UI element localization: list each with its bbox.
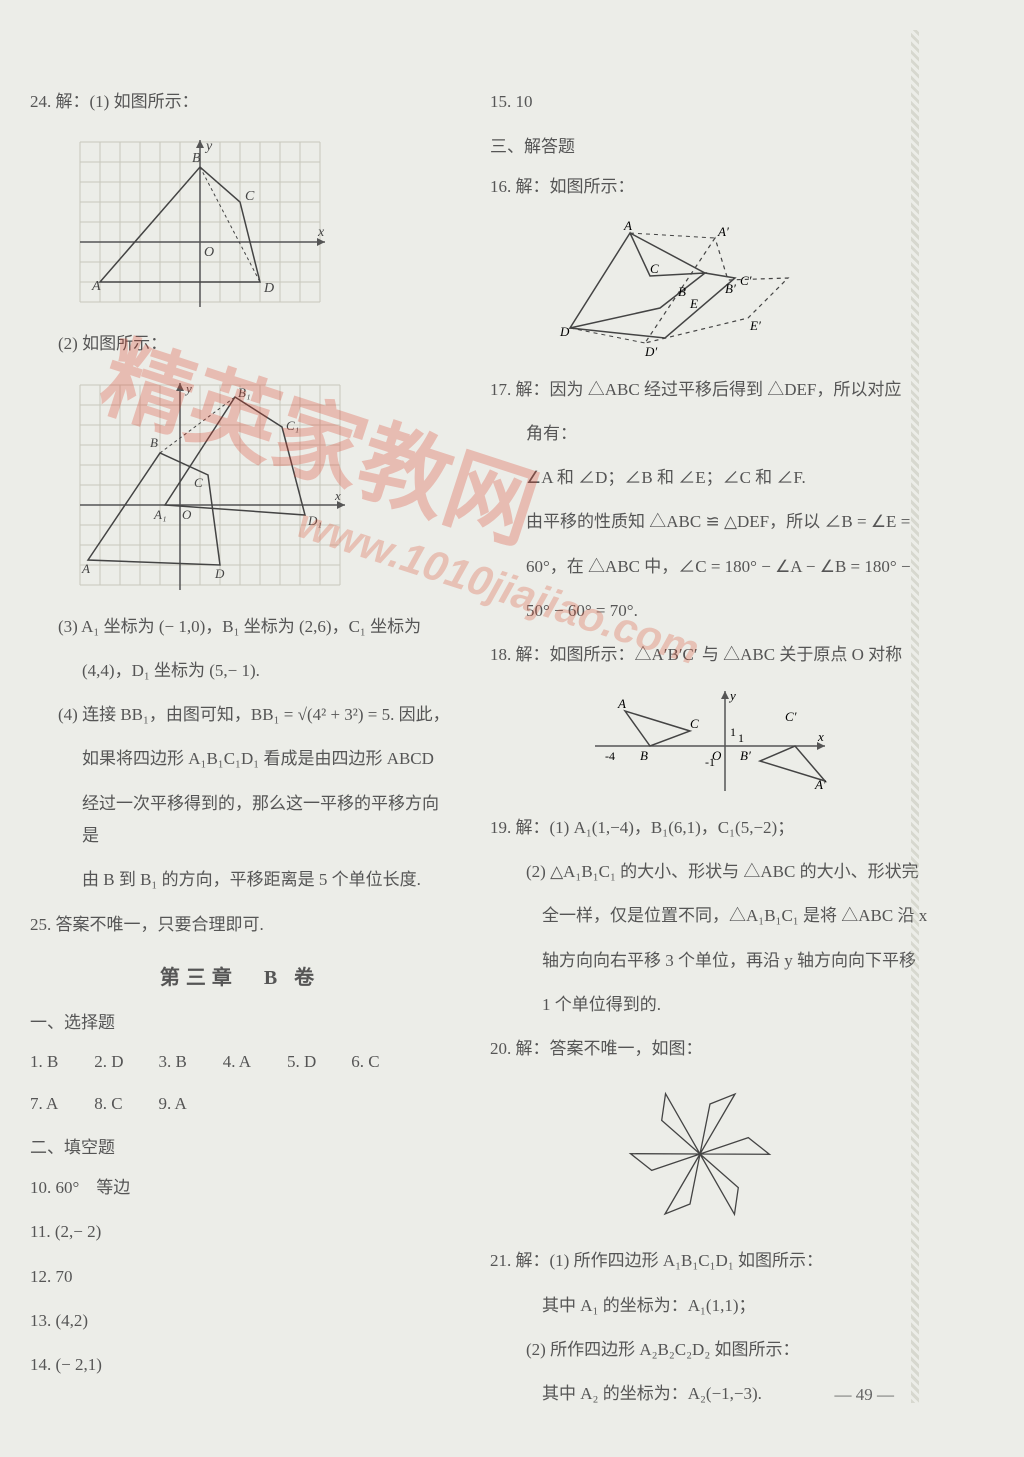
figure-18: A B C A′ B′ C′ O -4 1 1 -1 x y [590,686,930,796]
q19e: 1 个单位得到的. [490,989,930,1021]
q20: 20. 解：答案不唯一，如图： [490,1033,930,1065]
svg-text:E′: E′ [749,318,761,333]
q24-3a: (3) A₁ 坐标为 (− 1,0)，B₁ 坐标为 (2,6)，C₁ 坐标为 [30,611,450,643]
q19a: 19. 解：(1) A₁(1,−4)，B₁(6,1)，C₁(5,−2)； [490,812,930,844]
q24-4a: (4) 连接 BB₁，由图可知，BB₁ = √(4² + 3²) = 5. 因此… [30,699,450,731]
section-2-title: 二、填空题 [30,1133,450,1158]
svg-text:x: x [334,488,341,503]
svg-text:A′: A′ [717,224,729,239]
mc-7: 7. A [30,1087,90,1121]
figure-20 [620,1079,930,1229]
svg-text:C: C [245,189,255,204]
section-1-title: 一、选择题 [30,1008,450,1033]
svg-text:A: A [81,561,90,576]
svg-text:y: y [728,688,736,703]
svg-text:C: C [690,716,699,731]
mc-1: 1. B [30,1045,90,1079]
svg-text:C₁: C₁ [286,418,299,433]
chapter-title: 第三章 B 卷 [30,961,450,990]
fill-10: 10. 60° 等边 [30,1172,450,1204]
mc-5: 5. D [287,1045,347,1079]
q17b: 角有： [490,418,930,450]
svg-text:-1: -1 [705,755,715,769]
svg-text:1: 1 [730,725,736,739]
svg-text:B′: B′ [740,748,751,763]
q17f: 50° − 60° = 70°. [490,595,930,627]
svg-text:D₁: D₁ [307,513,322,528]
svg-text:O: O [204,245,214,260]
q24-4c: 经过一次平移得到的，那么这一平移的平移方向是 [30,788,450,853]
fill-11: 11. (2,− 2) [30,1216,450,1248]
mc-8: 8. C [94,1087,154,1121]
svg-text:y: y [204,139,213,154]
mc-row-2: 7. A 8. C 9. A [30,1087,450,1121]
page-content: 24. 解：(1) 如图所示： A B C D [0,0,1024,1457]
q24-4b: 如果将四边形 A₁B₁C₁D₁ 看成是由四边形 ABCD [30,743,450,775]
q16: 16. 解：如图所示： [490,171,930,203]
q17c: ∠A 和 ∠D；∠B 和 ∠E；∠C 和 ∠F. [490,462,930,494]
svg-text:A₁: A₁ [153,507,166,522]
figure-16: A A′ C B C′ D E D′ E′ B′ [550,218,930,358]
fill-14: 14. (− 2,1) [30,1349,450,1381]
svg-text:E: E [689,296,698,311]
svg-text:A: A [623,218,632,233]
mc-row-1: 1. B 2. D 3. B 4. A 5. D 6. C [30,1045,450,1079]
fill-13: 13. (4,2) [30,1305,450,1337]
svg-text:x: x [317,225,325,240]
q17a: 17. 解：因为 △ABC 经过平移后得到 △DEF，所以对应 [490,374,930,406]
svg-text:A′: A′ [814,777,826,792]
mc-4: 4. A [223,1045,283,1079]
q21c: (2) 所作四边形 A₂B₂C₂D₂ 如图所示： [490,1334,930,1366]
section-3-title: 三、解答题 [490,132,930,157]
svg-text:A: A [617,696,626,711]
q19d: 轴方向向右平移 3 个单位，再沿 y 轴方向向下平移 [490,945,930,977]
svg-text:O: O [182,507,192,522]
mc-2: 2. D [94,1045,154,1079]
q17e: 60°，在 △ABC 中，∠C = 180° − ∠A − ∠B = 180° … [490,551,930,583]
q18: 18. 解：如图所示：△A′B′C′ 与 △ABC 关于原点 O 对称 [490,639,930,671]
fill-15: 15. 10 [490,86,930,118]
svg-text:D′: D′ [644,344,657,358]
q19c: 全一样，仅是位置不同，△A₁B₁C₁ 是将 △ABC 沿 x [490,900,930,932]
q24-3b: (4,4)，D₁ 坐标为 (5,− 1). [30,655,450,687]
left-column: 24. 解：(1) 如图所示： A B C D [30,80,450,1417]
q21a: 21. 解：(1) 所作四边形 A₁B₁C₁D₁ 如图所示： [490,1245,930,1277]
right-column: 15. 10 三、解答题 16. 解：如图所示： A A′ C B C′ D E… [490,80,930,1417]
svg-text:1: 1 [738,731,744,745]
svg-text:C′: C′ [740,273,752,288]
fill-12: 12. 70 [30,1261,450,1293]
svg-text:C: C [650,261,659,276]
svg-text:C: C [194,475,203,490]
svg-text:D: D [263,281,274,296]
page-number: — 49 — [835,1385,895,1405]
svg-text:A: A [91,279,101,294]
q21b: 其中 A₁ 的坐标为：A₁(1,1)； [490,1290,930,1322]
svg-text:-4: -4 [605,749,615,763]
svg-text:C′: C′ [785,709,797,724]
decorative-border [911,30,919,1403]
svg-text:B₁: B₁ [238,385,250,400]
svg-text:B: B [150,435,158,450]
mc-3: 3. B [159,1045,219,1079]
svg-text:D: D [559,324,570,339]
svg-text:x: x [817,729,824,744]
mc-9: 9. A [159,1087,219,1121]
q19b: (2) △A₁B₁C₁ 的大小、形状与 △ABC 的大小、形状完 [490,856,930,888]
svg-text:B: B [192,151,201,166]
svg-text:y: y [184,381,192,396]
q17d: 由平移的性质知 △ABC ≌ △DEF，所以 ∠B = ∠E = [490,506,930,538]
q24-intro: 24. 解：(1) 如图所示： [30,86,450,118]
svg-text:D: D [214,566,225,581]
q24-2: (2) 如图所示： [30,328,450,360]
q25: 25. 答案不唯一，只要合理即可. [30,909,450,941]
svg-text:B: B [678,284,686,299]
svg-text:B′: B′ [725,281,736,296]
mc-6: 6. C [351,1045,411,1079]
figure-24-1: A B C D O x y [70,132,450,312]
figure-24-2: A B C D A₁ B₁ C₁ D₁ O x y [70,375,450,595]
q24-4d: 由 B 到 B₁ 的方向，平移距离是 5 个单位长度. [30,864,450,896]
svg-text:B: B [640,748,648,763]
